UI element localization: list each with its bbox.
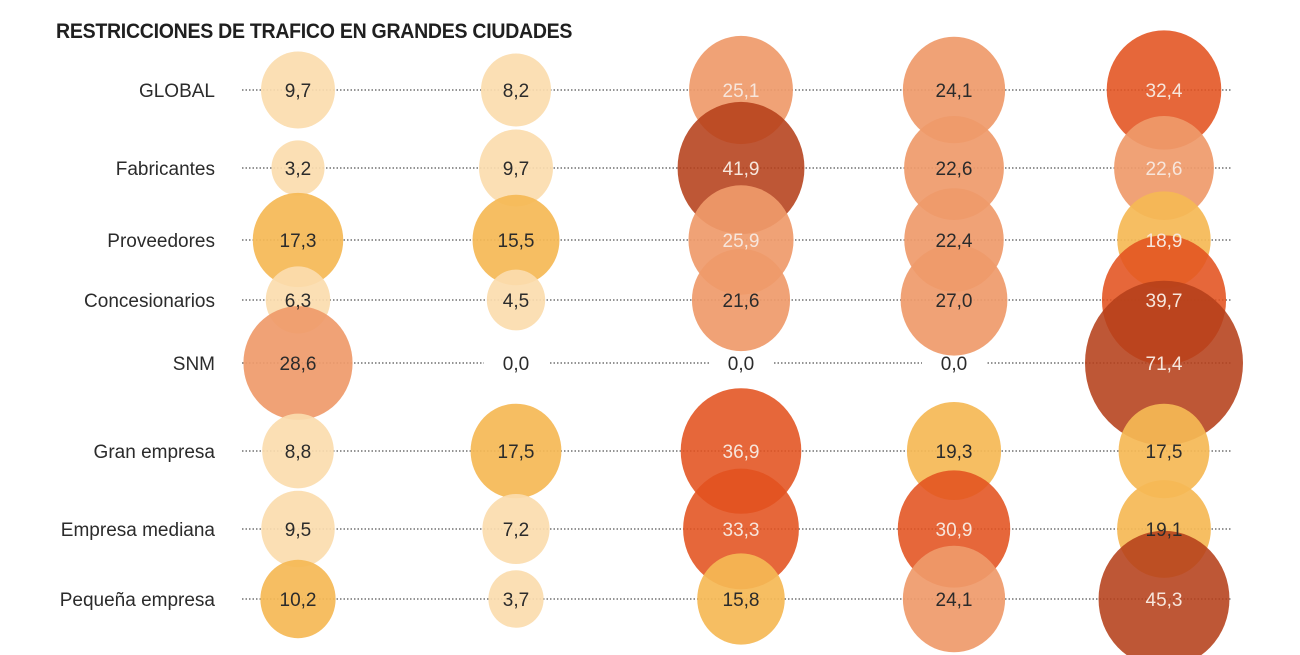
row-label: GLOBAL <box>139 81 215 102</box>
value-label: 4,5 <box>503 291 529 312</box>
bubble <box>470 403 562 499</box>
bubble <box>486 269 546 331</box>
bubble <box>691 248 791 352</box>
bubble <box>683 468 799 590</box>
value-label: 10,2 <box>280 590 317 611</box>
chart-title: RESTRICCIONES DE TRAFICO EN GRANDES CIUD… <box>56 20 573 43</box>
value-label: 9,5 <box>285 520 311 541</box>
row-label: Gran empresa <box>94 442 216 463</box>
value-label: 22,4 <box>936 231 973 252</box>
value-label: 8,8 <box>285 442 311 463</box>
value-label: 30,9 <box>936 520 973 541</box>
value-label: 0,0 <box>503 354 529 375</box>
value-label: 39,7 <box>1146 291 1183 312</box>
line-gap <box>486 360 546 366</box>
bubble <box>1114 116 1214 220</box>
value-label: 36,9 <box>723 442 760 463</box>
bubble <box>261 490 335 568</box>
value-label: 17,5 <box>1146 442 1183 463</box>
value-label: 21,6 <box>723 291 760 312</box>
line-gap <box>924 360 984 366</box>
bubble <box>1106 30 1222 150</box>
value-label: 3,2 <box>285 159 311 180</box>
value-label: 15,5 <box>498 231 535 252</box>
value-label: 9,7 <box>285 81 311 102</box>
value-label: 18,9 <box>1146 231 1183 252</box>
row-label: Fabricantes <box>116 159 215 180</box>
bubble <box>1098 530 1230 655</box>
value-label: 6,3 <box>285 291 311 312</box>
bubble <box>697 553 785 645</box>
row-label: Pequeña empresa <box>60 590 216 611</box>
value-label: 15,8 <box>723 590 760 611</box>
value-label: 8,2 <box>503 81 529 102</box>
bubble <box>488 570 544 628</box>
value-label: 3,7 <box>503 590 529 611</box>
bubble <box>271 140 325 196</box>
value-label: 32,4 <box>1146 81 1183 102</box>
value-label: 22,6 <box>936 159 973 180</box>
bubble <box>472 194 560 286</box>
bubble <box>902 545 1006 653</box>
bubbles <box>243 30 1243 655</box>
bubble <box>482 493 550 565</box>
value-label: 17,5 <box>498 442 535 463</box>
value-label: 9,7 <box>503 159 529 180</box>
bubble <box>480 53 552 127</box>
value-label: 0,0 <box>728 354 754 375</box>
row-label: Concesionarios <box>84 291 215 312</box>
bubble <box>252 192 344 288</box>
value-label: 22,6 <box>1146 159 1183 180</box>
value-label: 19,3 <box>936 442 973 463</box>
bubble <box>262 413 334 489</box>
bubble <box>260 559 336 639</box>
bubble <box>906 401 1002 501</box>
value-labels: 9,7 8,2 25,1 24,1 32,4 3,2 9,7 41,9 22,6 22,6 17,3… <box>280 81 1183 611</box>
bubble <box>243 306 353 420</box>
bubble <box>904 116 1004 220</box>
bubble <box>900 244 1008 356</box>
row-label: SNM <box>173 354 215 375</box>
value-label: 19,1 <box>1146 520 1183 541</box>
bubble <box>1118 403 1210 499</box>
value-label: 25,1 <box>723 81 760 102</box>
value-label: 45,3 <box>1146 590 1183 611</box>
value-label: 41,9 <box>723 159 760 180</box>
value-label: 7,2 <box>503 520 529 541</box>
value-label: 25,9 <box>723 231 760 252</box>
value-label: 71,4 <box>1146 354 1183 375</box>
row-labels: GLOBAL Fabricantes Proveedores Concesionari… <box>60 81 216 611</box>
value-label: 24,1 <box>936 81 973 102</box>
value-label: 17,3 <box>280 231 317 252</box>
value-label: 28,6 <box>280 354 317 375</box>
line-gap <box>711 360 771 366</box>
bubble <box>902 36 1006 144</box>
row-label: Proveedores <box>107 231 215 252</box>
value-label: 33,3 <box>723 520 760 541</box>
row-label: Empresa mediana <box>61 520 216 541</box>
value-label: 0,0 <box>941 354 967 375</box>
value-label: 24,1 <box>936 590 973 611</box>
bubble <box>479 129 553 207</box>
bubble <box>261 51 335 129</box>
bubble <box>1085 280 1243 446</box>
value-label: 27,0 <box>936 291 973 312</box>
